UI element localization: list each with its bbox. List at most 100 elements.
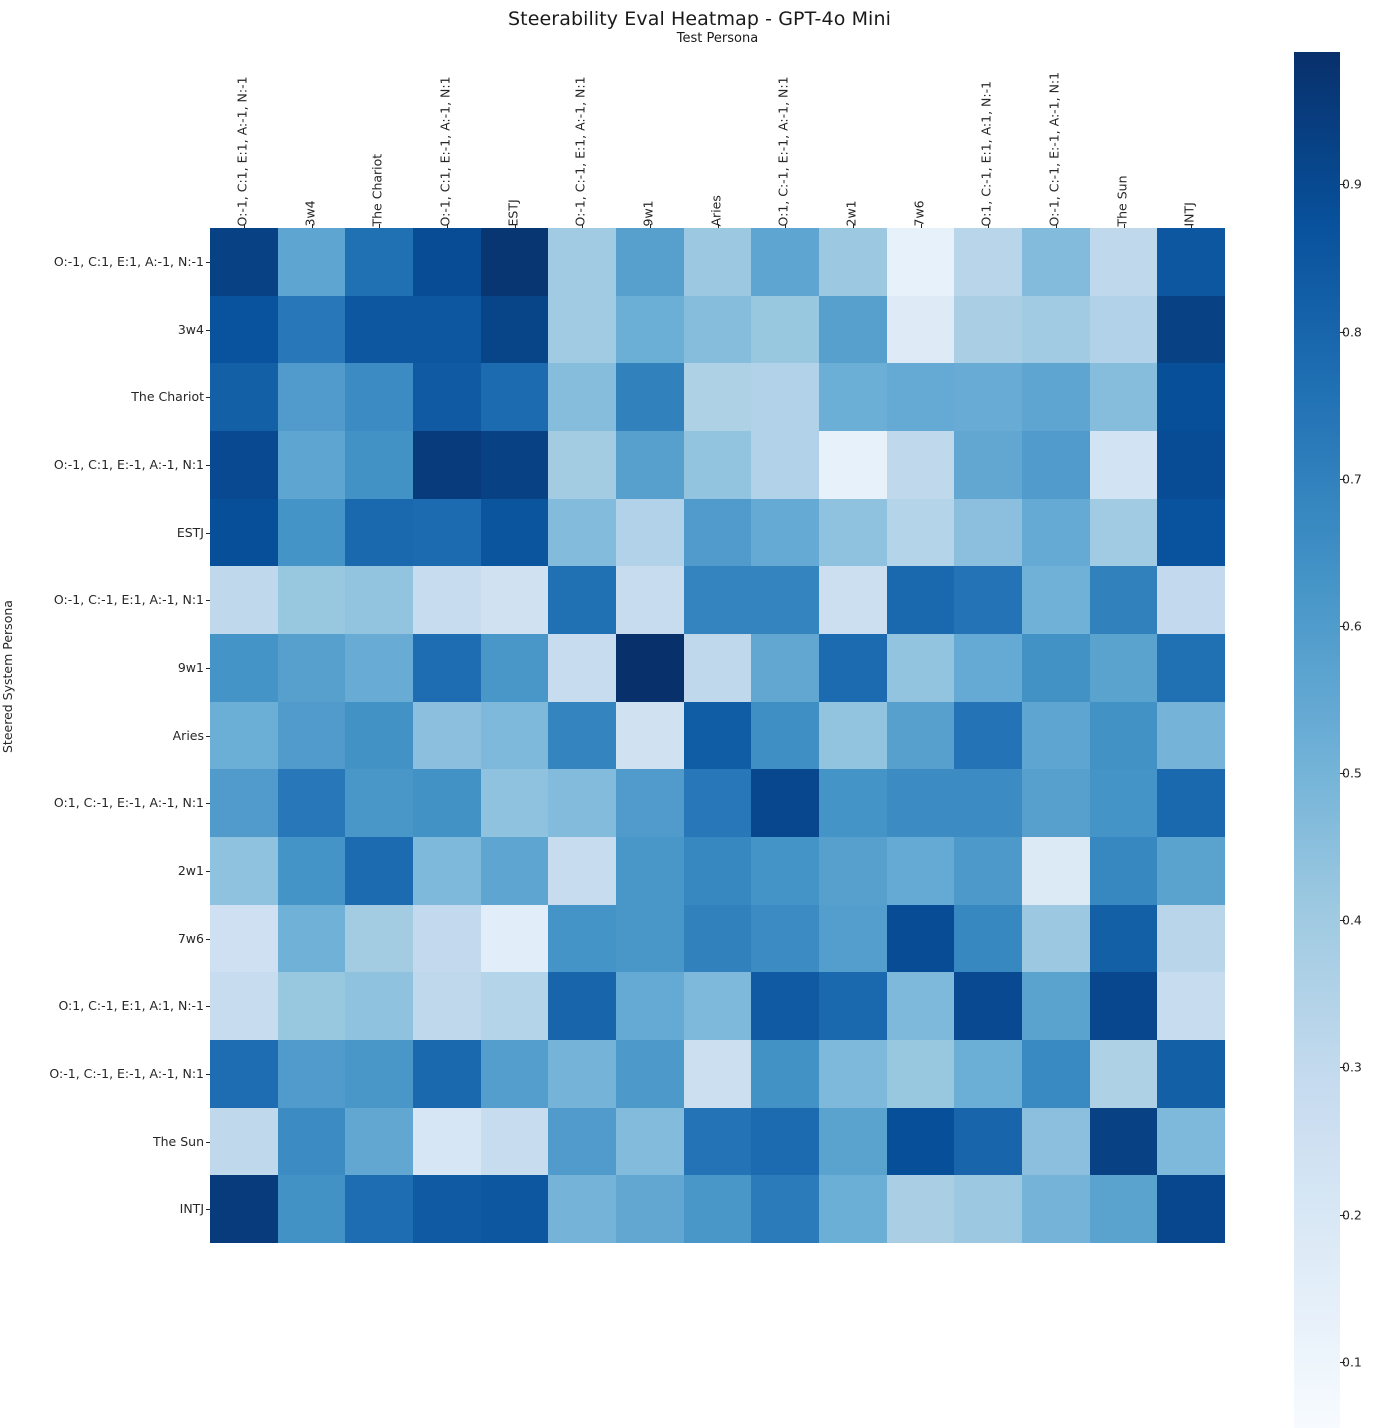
heatmap-cell [886,498,955,567]
heatmap-cell [480,295,549,364]
heatmap-cell [1157,1039,1225,1108]
heatmap-cell [886,1107,955,1176]
heatmap-cell [683,769,752,837]
heatmap-cell [886,430,955,499]
y-tick-mark [206,329,210,331]
heatmap-cell [615,566,684,634]
heatmap-cell [954,228,1022,296]
colorbar-tick-mark [1340,773,1345,775]
heatmap-cell [1021,769,1090,837]
heatmap-cell [886,566,955,634]
heatmap-cell [818,904,887,973]
colorbar-tick-mark [1340,1361,1345,1363]
y-tick-label: 9w1 [177,659,204,675]
heatmap-cell [818,701,887,770]
heatmap-cell [886,769,955,837]
x-tick-mark [311,224,313,228]
y-tick-mark [206,1209,210,1211]
y-tick-label: O:1, C:-1, E:1, A:1, N:-1 [58,997,204,1013]
heatmap-cell [480,566,549,634]
heatmap-cell [1157,566,1225,634]
heatmap-cell [1089,633,1158,702]
y-tick-label: ESTJ [176,524,204,540]
y-tick-label: 2w1 [177,862,204,878]
heatmap-cell [210,1039,278,1108]
heatmap-cell [1089,228,1158,296]
heatmap-cell [683,295,752,364]
heatmap-cell [548,633,616,702]
heatmap-cell [480,972,549,1040]
colorbar-tick-label: 0.2 [1342,1207,1362,1223]
y-tick-label: O:-1, C:1, E:1, A:-1, N:-1 [53,253,204,269]
heatmap-cell [277,972,346,1040]
heatmap-plot-area: O:-1, C:1, E:1, A:-1, N:-1 3w4 The Chariot… [49,71,1225,1243]
heatmap-cell [345,836,413,905]
colorbar-tick-mark [1340,1214,1345,1216]
heatmap-cell [345,1039,413,1108]
heatmap-cell [683,836,752,905]
heatmap-cell [751,972,819,1040]
heatmap-cell [1021,430,1090,499]
heatmap-cell [210,430,278,499]
x-tick-label: ESTJ [505,198,520,226]
heatmap-cell [548,295,616,364]
x-tick-mark [1123,224,1125,228]
heatmap-cell [345,1175,413,1243]
heatmap-cell [480,1039,549,1108]
heatmap-cell [210,1107,278,1176]
heatmap-cell [548,701,616,770]
heatmap-cell [751,1107,819,1176]
heatmap-cell [954,633,1022,702]
heatmap-cell [954,701,1022,770]
heatmap-cell [1157,430,1225,499]
heatmap-cell [412,363,481,431]
heatmap-cell [345,701,413,770]
heatmap-cell [210,228,278,296]
y-tick-mark [206,938,210,940]
heatmap-cell [615,1039,684,1108]
heatmap-cell [818,633,887,702]
heatmap-grid [210,228,1225,1243]
heatmap-cell [210,972,278,1040]
heatmap-cell [412,498,481,567]
heatmap-cell [345,295,413,364]
colorbar: 0.1 0.2 0.3 0.4 0.5 0.6 0.7 0.8 0.9 [1294,52,1362,1428]
heatmap-cell [751,836,819,905]
colorbar-tick-label: 0.9 [1342,176,1362,192]
heatmap-cell [818,1175,887,1243]
heatmap-cell [886,295,955,364]
heatmap-cell [886,972,955,1040]
y-tick-mark [206,1073,210,1075]
heatmap-cell [818,769,887,837]
heatmap-cell [751,904,819,973]
heatmap-cell [1157,769,1225,837]
heatmap-cell [412,904,481,973]
heatmap-cell [683,1175,752,1243]
heatmap-cell [818,836,887,905]
heatmap-cell [1157,1175,1225,1243]
y-tick-label: The Sun [152,1133,204,1149]
heatmap-cell [1021,295,1090,364]
heatmap-cell [412,972,481,1040]
x-tick-label: 3w4 [302,199,317,226]
colorbar-tick-label: 0.8 [1342,324,1362,340]
heatmap-cell [683,972,752,1040]
y-tick-mark [206,870,210,872]
heatmap-cell [548,430,616,499]
x-tick-mark [446,224,448,228]
heatmap-cell [210,701,278,770]
heatmap-cell [954,1175,1022,1243]
x-tick-label: The Sun [1114,174,1129,226]
heatmap-cell [548,769,616,837]
heatmap-cell [751,633,819,702]
colorbar-tick-label: 0.6 [1342,618,1362,634]
heatmap-cell [751,295,819,364]
heatmap-cell [277,498,346,567]
x-tick-label: O:-1, C:1, E:1, A:-1, N:-1 [234,75,250,226]
heatmap-cell [210,836,278,905]
heatmap-cell [1157,836,1225,905]
y-tick-mark [206,1006,210,1008]
heatmap-cell [615,1107,684,1176]
heatmap-cell [345,430,413,499]
heatmap-cell [277,633,346,702]
